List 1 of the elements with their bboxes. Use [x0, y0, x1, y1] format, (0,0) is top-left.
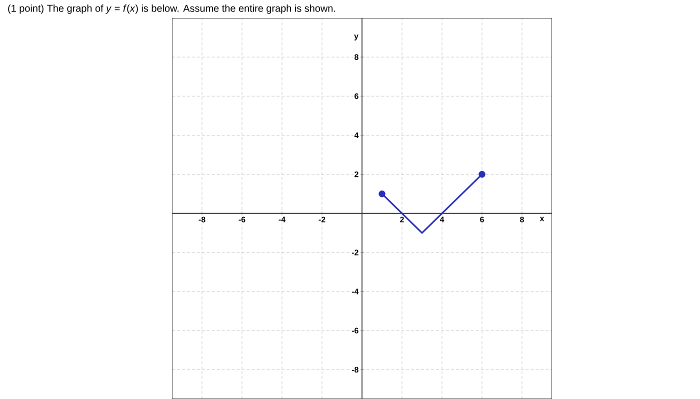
- chart-title: (1 point) The graph of y = f(x) is below. Assume the entire graph is shown.: [8, 4, 336, 14]
